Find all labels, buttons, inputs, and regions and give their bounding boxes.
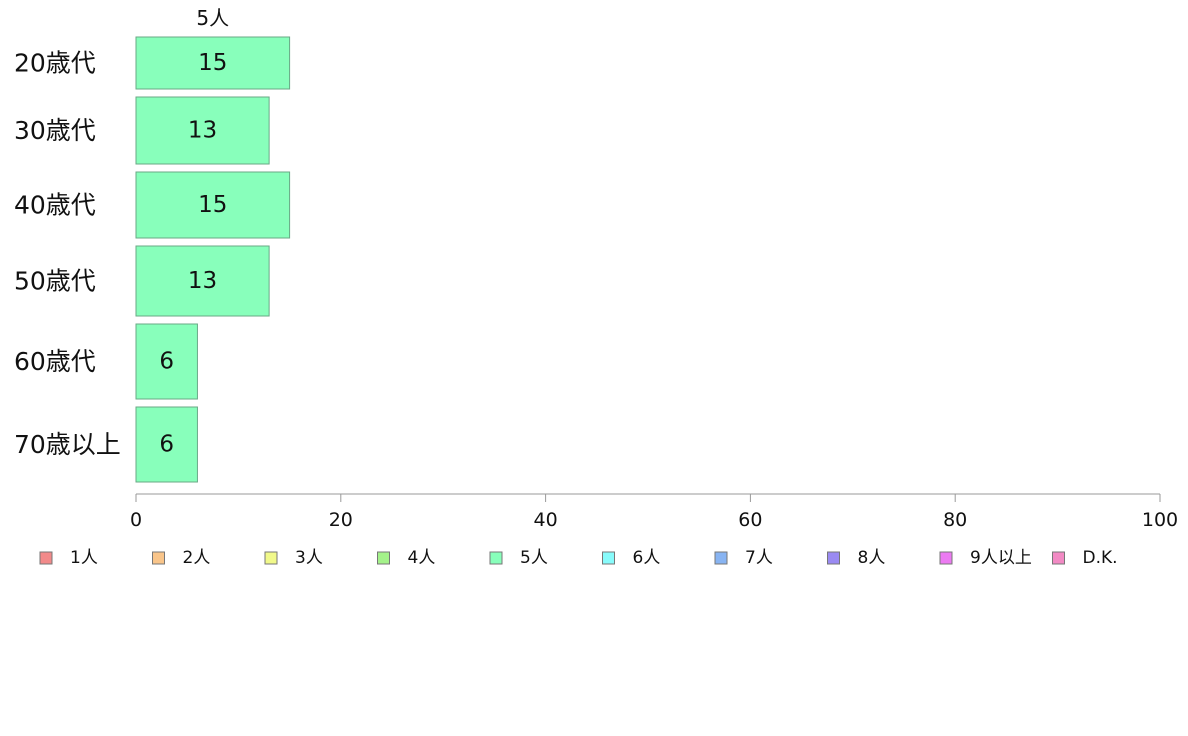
bar-value-label: 13: [188, 118, 217, 144]
bar-segment: [135, 96, 270, 165]
x-tick-label: 80: [943, 509, 967, 531]
legend-swatch: [714, 551, 728, 565]
bar-value-label: 6: [159, 432, 174, 458]
category-label: 70歳以上: [14, 430, 121, 459]
legend-swatch: [1052, 551, 1065, 565]
series-labels: 5人: [196, 6, 229, 30]
bar-value-label: 15: [198, 192, 227, 218]
legend-label: 4人: [408, 548, 436, 568]
x-axis: 0 20 40 60 80 100: [130, 493, 1178, 531]
legend-swatch: [827, 551, 840, 565]
legend-swatch: [602, 551, 615, 565]
x-tick-label: 60: [738, 509, 762, 531]
category-label: 50歳代: [14, 267, 96, 296]
bar-value-label: 15: [198, 50, 227, 76]
legend-label: D.K.: [1083, 548, 1118, 568]
x-tick-label: 40: [534, 509, 558, 531]
x-tick-label: 100: [1142, 509, 1178, 531]
category-label: 20歳代: [14, 49, 96, 78]
legend-label: 1人: [70, 548, 98, 568]
bar-segment: [135, 245, 270, 317]
legend-label: 9人以上: [970, 548, 1032, 568]
category-label: 60歳代: [14, 347, 96, 376]
legend-swatch: [264, 551, 278, 565]
legend-label: 2人: [183, 548, 211, 568]
bar-segment: [135, 406, 198, 483]
legend-label: 5人: [520, 548, 548, 568]
series-name-label: 5人: [196, 6, 229, 30]
legend-label: 7人: [745, 548, 773, 568]
legend-swatch: [939, 551, 953, 565]
x-tick-label: 0: [130, 509, 142, 531]
category-label: 30歳代: [14, 116, 96, 145]
legend-swatch: [152, 551, 165, 565]
legend-swatch: [39, 551, 53, 565]
bar-segment: [135, 171, 291, 239]
legend-swatch: [489, 551, 503, 565]
x-tick-label: 20: [329, 509, 353, 531]
legend-label: 3人: [295, 548, 323, 568]
bar-segment: [135, 36, 291, 90]
bar-value-label: 6: [159, 349, 174, 375]
bar-segment: [135, 323, 198, 400]
legend-swatch: [377, 551, 390, 565]
legend-label: 6人: [633, 548, 661, 568]
category-label: 40歳代: [14, 191, 96, 220]
bar-value-label: 13: [188, 268, 217, 294]
legend-label: 8人: [858, 548, 886, 568]
legend: 1人 2人 3人 4人 5人 6人 7人 8人 9人以上 D.K.: [39, 548, 1118, 568]
bars: 20歳代 15 30歳代 13 40歳代 15 50歳代 13 60歳代 6 70歳以上 6: [14, 36, 291, 483]
